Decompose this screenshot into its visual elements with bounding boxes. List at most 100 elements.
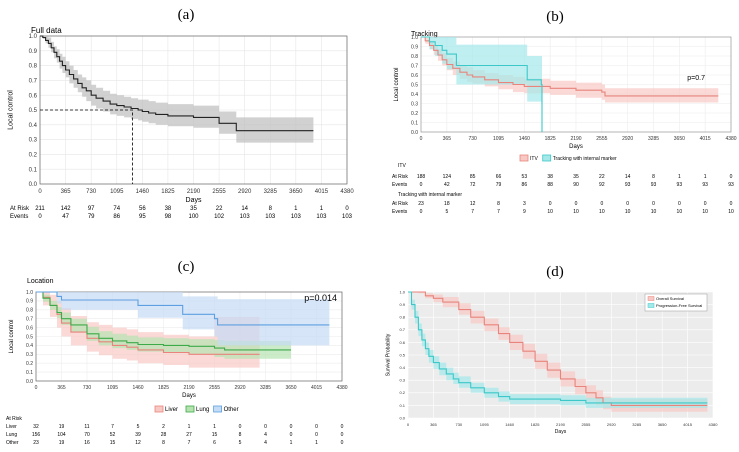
x-tick-label: 3285 <box>260 385 271 391</box>
y-tick-label: 0.6 <box>26 325 33 331</box>
risk-cell: 7 <box>111 424 114 430</box>
risk-cell: 211 <box>35 206 45 212</box>
risk-cell: 8 <box>239 432 242 438</box>
x-tick-label: 2920 <box>622 136 633 142</box>
risk-cell: 98 <box>165 214 172 220</box>
risk-cell: 0 <box>730 201 733 207</box>
x-tick-label: 1460 <box>519 136 530 142</box>
risk-cell: 8 <box>269 206 273 212</box>
x-tick-label: 2190 <box>570 136 581 142</box>
risk-cell: 15 <box>110 440 116 446</box>
y-tick-label: 0.8 <box>411 54 418 60</box>
x-tick-label: 730 <box>455 422 462 427</box>
y-tick-label: 0.2 <box>29 153 38 159</box>
risk-cell: 0 <box>290 424 293 430</box>
y-tick-label: 0.0 <box>411 130 418 136</box>
x-tick-label: 2920 <box>234 385 245 391</box>
risk-cell: 156 <box>32 432 41 438</box>
ci-band-all <box>40 36 314 143</box>
chart-title: Tracking <box>411 31 438 38</box>
risk-cell: 90 <box>573 182 579 188</box>
x-axis-label: Days <box>555 429 567 435</box>
risk-cell: 0 <box>341 440 344 446</box>
y-tick-label: 0.6 <box>29 93 38 99</box>
chart-survival: 0.0 0.1 0.2 0.3 0.4 0.5 0.6 0.7 0.8 0.9 1.0 Surviva… <box>386 289 719 435</box>
y-axis-label: Local control <box>7 90 14 130</box>
x-tick-label: 1460 <box>505 422 515 427</box>
risk-cell: 79 <box>88 214 95 220</box>
risk-cell: 93 <box>702 182 708 188</box>
risk-cell: 0 <box>549 201 552 207</box>
risk-cell: 102 <box>214 214 225 220</box>
risk-cell: 74 <box>113 206 120 212</box>
risk-cell: 47 <box>62 214 69 220</box>
risk-cell: 14 <box>625 174 631 180</box>
risk-cell: 0 <box>345 206 349 212</box>
plot-frame <box>35 291 343 382</box>
x-tick-label: 730 <box>468 136 477 142</box>
risk-cell: 7 <box>497 209 500 215</box>
x-tick-label: 4015 <box>700 136 711 142</box>
legend-swatch <box>154 405 164 413</box>
chart-full-data: Full data 0.0 0.1 0.2 0.3 0.4 0.5 0.6 0.7 0.8 0.9 1… <box>7 26 354 220</box>
y-tick-label: 0.4 <box>29 123 38 129</box>
risk-row-label: At Risk <box>392 201 408 207</box>
risk-cell: 104 <box>57 432 66 438</box>
risk-cell: 18 <box>444 201 450 207</box>
panel-label-d: (d) <box>546 264 564 280</box>
y-tick-label: 0.8 <box>29 64 38 70</box>
x-tick-label: 2920 <box>238 189 252 195</box>
risk-cell: 4 <box>264 440 267 446</box>
risk-cell: 0 <box>575 201 578 207</box>
risk-cell: 0 <box>704 201 707 207</box>
risk-cell: 10 <box>702 209 708 215</box>
x-tick-label: 1825 <box>545 136 556 142</box>
risk-cell: 52 <box>110 432 116 438</box>
x-axis-label: Days <box>186 197 202 204</box>
x-tick-label: 1095 <box>480 422 490 427</box>
risk-cell: 0 <box>420 182 423 188</box>
risk-cell: 6 <box>213 440 216 446</box>
risk-cell: 39 <box>135 432 141 438</box>
risk-cell: 88 <box>547 182 553 188</box>
y-tick-label: 0.6 <box>399 340 405 345</box>
x-tick-label: 3285 <box>632 422 642 427</box>
risk-row-label: Events <box>392 182 408 188</box>
risk-cell: 85 <box>470 174 476 180</box>
y-tick-label: 0.2 <box>26 361 33 367</box>
risk-cell: 56 <box>139 206 146 212</box>
x-tick-label: 2920 <box>607 422 617 427</box>
x-axis-label: Days <box>182 393 196 399</box>
risk-cell: 0 <box>420 209 423 215</box>
plot-frame <box>420 36 732 133</box>
legend-swatch <box>647 296 655 301</box>
risk-row-label: Lung <box>6 432 17 438</box>
risk-cell: 8 <box>497 201 500 207</box>
y-tick-label: 0.5 <box>29 108 38 114</box>
risk-cell: 10 <box>677 209 683 215</box>
series-line-other <box>36 291 330 326</box>
chart-title: Location <box>27 278 54 285</box>
risk-row-label: Events <box>392 209 408 215</box>
x-tick-label: 2555 <box>581 422 591 427</box>
risk-cell: 93 <box>651 182 657 188</box>
risk-cell: 1 <box>188 424 191 430</box>
y-tick-label: 0.3 <box>29 138 38 144</box>
risk-row-label: At Risk <box>10 206 30 212</box>
y-tick-label: 0.1 <box>26 370 33 376</box>
risk-cell: 95 <box>139 214 146 220</box>
y-tick-label: 0.8 <box>399 315 405 320</box>
risk-cell: 5 <box>239 440 242 446</box>
x-tick-label: 3650 <box>289 189 303 195</box>
risk-cell: 35 <box>573 174 579 180</box>
risk-cell: 92 <box>599 182 605 188</box>
x-tick-label: 3650 <box>674 136 685 142</box>
p-value-annotation: p=0.7 <box>687 75 705 82</box>
x-tick-label: 730 <box>83 385 92 391</box>
y-axis-label: Local control <box>394 67 400 101</box>
x-tick-label: 4380 <box>340 189 354 195</box>
y-axis-label: Local control <box>9 319 15 353</box>
y-tick-label: 0.9 <box>411 44 418 50</box>
x-tick-label: 3650 <box>658 422 668 427</box>
x-tick-label: 2555 <box>209 385 220 391</box>
